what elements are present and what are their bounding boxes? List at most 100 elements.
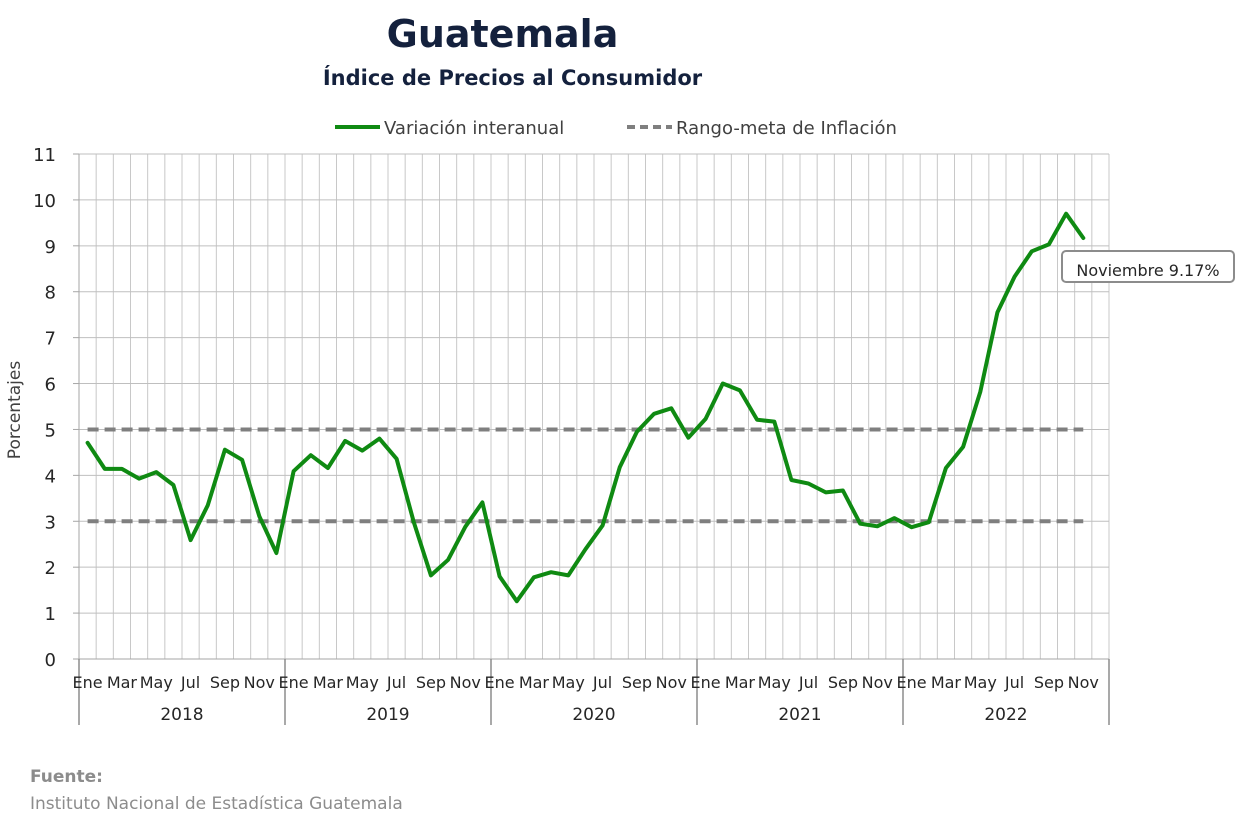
data-point (652, 412, 656, 416)
x-month-label: Jul (180, 673, 200, 692)
x-year-label: 2021 (778, 705, 821, 725)
x-month-label: Jul (1004, 673, 1024, 692)
data-point (120, 467, 124, 471)
data-point (1064, 212, 1068, 216)
x-month-label: Sep (828, 673, 858, 692)
data-point (566, 573, 570, 577)
data-point (721, 382, 725, 386)
data-point (1030, 249, 1034, 253)
data-point (412, 520, 416, 524)
data-point (789, 478, 793, 482)
data-point (343, 439, 347, 443)
x-month-label: Mar (519, 673, 550, 692)
data-point (755, 418, 759, 422)
x-month-label: May (964, 673, 997, 692)
y-tick-label: 6 (45, 375, 56, 396)
y-tick-label: 2 (45, 558, 56, 579)
x-year-label: 2018 (160, 705, 203, 725)
x-month-label: Nov (450, 673, 481, 692)
data-point (223, 448, 227, 452)
x-month-label: Sep (622, 673, 652, 692)
x-month-label: Mar (313, 673, 344, 692)
data-point (927, 520, 931, 524)
data-point (1081, 236, 1085, 240)
series-variacion (85, 211, 1086, 604)
y-tick-label: 8 (45, 283, 56, 304)
annotation-box (1061, 250, 1235, 283)
data-point (274, 551, 278, 555)
x-month-label: May (552, 673, 585, 692)
y-tick-label: 4 (45, 466, 56, 487)
y-tick-label: 3 (45, 512, 56, 533)
x-month-label: Mar (725, 673, 756, 692)
x-month-label: Nov (862, 673, 893, 692)
data-point (841, 489, 845, 493)
data-point (103, 467, 107, 471)
x-month-label: May (346, 673, 379, 692)
data-point (240, 458, 244, 462)
data-point (669, 406, 673, 410)
x-month-label: May (758, 673, 791, 692)
target-range-lines (87, 427, 1084, 524)
y-tick-label: 5 (45, 420, 56, 441)
data-point (910, 525, 914, 529)
data-point (86, 441, 90, 445)
data-point (395, 457, 399, 461)
data-point (738, 388, 742, 392)
annotation-text: Noviembre 9.17% (1076, 261, 1219, 280)
data-point (892, 516, 896, 520)
data-point (583, 547, 587, 551)
data-point (601, 523, 605, 527)
data-point (189, 538, 193, 542)
x-month-label: Sep (210, 673, 240, 692)
x-year-label: 2019 (366, 705, 409, 725)
data-point (498, 574, 502, 578)
source-text: Instituto Nacional de Estadística Guatem… (30, 794, 403, 814)
data-point (292, 469, 296, 473)
data-point (944, 466, 948, 470)
data-point (171, 483, 175, 487)
y-axis-label: Porcentajes (5, 361, 25, 460)
data-point (309, 453, 313, 457)
data-point (377, 437, 381, 441)
legend: Variación interanual Rango-meta de Infla… (335, 118, 897, 139)
y-tick-label: 11 (33, 145, 56, 166)
data-point (1047, 242, 1051, 246)
data-point (1013, 275, 1017, 279)
x-month-label: Jul (592, 673, 612, 692)
data-point (360, 449, 364, 453)
x-month-label: Jul (798, 673, 818, 692)
data-point (686, 436, 690, 440)
data-point (807, 482, 811, 486)
series-line-variacion (85, 211, 1086, 604)
y-tick-label: 10 (33, 191, 56, 212)
x-month-label: Ene (485, 673, 515, 692)
data-point (532, 575, 536, 579)
x-month-label: Mar (107, 673, 138, 692)
data-point (429, 573, 433, 577)
legend-label-variacion: Variación interanual (384, 118, 564, 139)
x-month-label: Ene (897, 673, 927, 692)
x-month-label: Ene (279, 673, 309, 692)
x-year-label: 2022 (984, 705, 1027, 725)
data-point (824, 490, 828, 494)
data-point (206, 503, 210, 507)
y-axis-ticks: 0 1 2 3 4 5 6 7 8 9 10 11 (33, 145, 80, 671)
x-month-label: Ene (691, 673, 721, 692)
data-point (326, 466, 330, 470)
data-point (257, 514, 261, 518)
data-point (995, 310, 999, 314)
data-point (772, 420, 776, 424)
x-month-label: May (140, 673, 173, 692)
legend-label-rango: Rango-meta de Inflación (676, 118, 897, 139)
data-point (446, 558, 450, 562)
y-tick-label: 7 (45, 329, 56, 350)
chart-subtitle: Índice de Precios al Consumidor (322, 66, 703, 90)
data-point (961, 445, 965, 449)
x-month-label: Mar (931, 673, 962, 692)
data-point (618, 465, 622, 469)
source-label: Fuente: (30, 767, 103, 787)
gridlines (78, 153, 1110, 660)
data-point (635, 430, 639, 434)
